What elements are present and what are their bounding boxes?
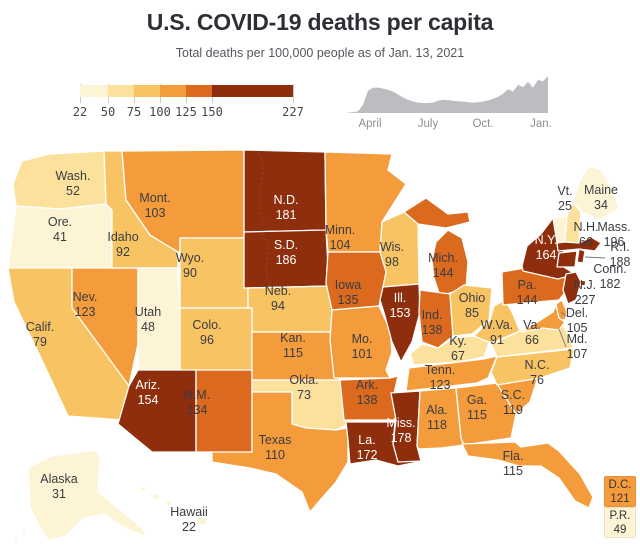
timeline-month-label: July <box>417 118 439 130</box>
legend-tick-label: 50 <box>100 105 116 119</box>
state-shape-me <box>572 165 620 221</box>
inset-pr-value: 49 <box>613 523 627 536</box>
timeline-month-label: Jan. <box>530 118 552 130</box>
legend-tick-label: 75 <box>126 105 142 119</box>
legend-segment <box>160 85 186 97</box>
legend-segment <box>134 85 160 97</box>
leader-line-ri <box>584 256 606 259</box>
state-shape-ne <box>247 285 338 333</box>
legend-tick-label: 227 <box>282 105 304 119</box>
color-scale-legend: 22 50 75 100 125 150 227 <box>0 0 640 130</box>
page-title: U.S. COVID-19 deaths per capita <box>146 9 494 35</box>
state-shape-or <box>7 203 113 269</box>
state-shape-ms <box>390 390 422 463</box>
state-shape-wy <box>179 237 249 309</box>
state-shape-nm <box>195 369 253 461</box>
state-shape-ks <box>251 331 340 381</box>
timeline-sparkline <box>348 76 548 113</box>
state-shape-oh <box>449 284 493 337</box>
inset-box-pr: P.R. 49 <box>604 507 636 538</box>
state-shape-tn <box>405 355 498 392</box>
state-shape-ak-island <box>13 535 19 541</box>
state-shape-mi <box>431 229 469 297</box>
state-shape-hi-island <box>165 499 173 507</box>
timeline-month-label: April <box>358 118 382 130</box>
state-shape-ia <box>325 251 387 311</box>
timeline-area <box>348 76 548 113</box>
state-shape-ma <box>556 236 602 252</box>
state-shape-in <box>418 289 454 349</box>
state-shape-hi-island <box>196 516 208 526</box>
state-shape-hi-island <box>177 505 185 513</box>
state-shape-nh <box>564 202 582 244</box>
legend-tick <box>293 84 294 103</box>
state-shape-hi-island <box>139 485 147 493</box>
inset-dc-value: 121 <box>610 492 630 505</box>
state-shape-ak-island <box>21 528 27 534</box>
page-subtitle: Total deaths per 100,000 people as of Ja… <box>175 46 465 60</box>
legend-segment <box>186 85 212 97</box>
legend-tick-label: 100 <box>149 105 171 119</box>
state-shape-md <box>521 304 566 333</box>
timeline-month-label: Oct. <box>472 118 494 130</box>
state-shape-ct <box>556 250 578 268</box>
inset-pr-abbr: P.R. <box>609 510 631 522</box>
state-shape-nd <box>243 149 327 233</box>
legend-segment <box>212 85 293 97</box>
state-shape-wa <box>12 150 107 210</box>
legend-segment <box>80 85 108 97</box>
state-shape-nj <box>562 271 582 305</box>
state-shape-ar <box>339 375 399 421</box>
leader-lines <box>558 256 606 348</box>
legend-tick-label: 125 <box>175 105 197 119</box>
leader-line-de <box>560 311 567 317</box>
state-shape-co <box>179 307 253 373</box>
state-shape-mi-upper <box>403 197 471 229</box>
legend-segment <box>108 85 134 97</box>
inset-dc-abbr: D.C. <box>608 479 632 491</box>
state-shape-ak <box>27 449 147 541</box>
state-shape-mo <box>329 305 393 379</box>
state-shape-ri <box>576 248 586 264</box>
state-shape-sd <box>243 229 330 289</box>
state-shape-nc <box>490 348 575 386</box>
legend-tick-label: 22 <box>72 105 88 119</box>
legend-tick-label: 150 <box>201 105 223 119</box>
state-shape-ut <box>137 267 181 371</box>
river-dashes <box>258 152 273 287</box>
leader-line-md <box>558 328 567 348</box>
state-shape-fl <box>461 441 594 509</box>
state-shape-wv <box>473 299 521 344</box>
state-shape-tx <box>211 391 363 513</box>
inset-box-dc: D.C. 121 <box>604 476 636 507</box>
state-shape-hi-island <box>151 493 161 501</box>
